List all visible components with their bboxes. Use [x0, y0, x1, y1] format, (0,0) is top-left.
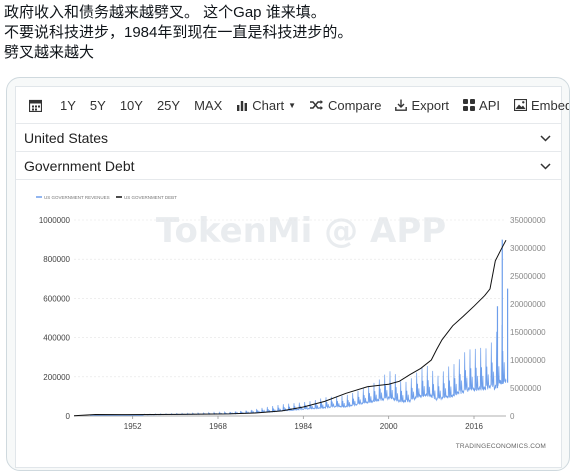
left-axis-tick-label: 1000000	[39, 216, 71, 225]
right-axis-tick-label: 15000000	[510, 328, 546, 337]
chart-type-button[interactable]: Chart ▼	[229, 87, 303, 123]
indicator-select[interactable]: Government Debt	[16, 152, 561, 180]
line-chart: TokenMi @ APP US GOVERNMENT REVENUES US GO…	[36, 195, 546, 450]
indicator-select-value: Government Debt	[24, 157, 135, 174]
x-axis-tick-label: 1984	[294, 422, 312, 431]
left-axis-tick-label: 400000	[43, 334, 70, 343]
country-select[interactable]: United States	[16, 124, 561, 152]
shuffle-icon	[309, 99, 324, 111]
x-axis-tick-label: 2000	[380, 422, 398, 431]
right-axis-tick-label: 25000000	[510, 272, 546, 281]
bar-chart-icon	[236, 99, 248, 111]
right-axis-tick-label: 20000000	[510, 300, 546, 309]
image-icon	[514, 99, 527, 111]
chevron-down-icon	[540, 159, 551, 173]
range-1y-button[interactable]: 1Y	[60, 97, 76, 113]
source-credit: TRADINGECONOMICS.COM	[456, 443, 546, 450]
chart-toolbar: 1Y 5Y 10Y 25Y MAX Chart ▼ Compare	[16, 87, 569, 124]
post-line-1: 政府收入和债务越来越劈叉。 这个Gap 谁来填。	[4, 4, 326, 21]
compare-label: Compare	[327, 97, 382, 113]
compare-button[interactable]: Compare	[303, 87, 388, 123]
right-axis-tick-label: 30000000	[510, 244, 546, 253]
chevron-down-icon	[540, 131, 551, 145]
chart-type-label: Chart	[252, 97, 285, 113]
left-axis-tick-label: 800000	[43, 255, 70, 264]
x-axis-tick-label: 2016	[465, 422, 483, 431]
tradingeconomics-screenshot: 1Y 5Y 10Y 25Y MAX Chart ▼ Compare	[15, 86, 569, 468]
x-axis-tick-label: 1952	[124, 422, 142, 431]
right-axis-tick-label: 5000000	[510, 384, 542, 393]
api-label: API	[479, 97, 500, 113]
range-25y-button[interactable]: 25Y	[156, 97, 181, 113]
calendar-icon	[29, 99, 42, 112]
post-line-2: 不要说科技进步，1984年到现在一直是科技进步的。	[4, 24, 353, 41]
range-5y-button[interactable]: 5Y	[89, 97, 106, 113]
calendar-button[interactable]	[22, 87, 53, 123]
export-button[interactable]: Export	[388, 87, 456, 123]
media-card[interactable]: 1Y 5Y 10Y 25Y MAX Chart ▼ Compare	[6, 77, 570, 471]
embed-label: Embed	[531, 97, 570, 113]
range-max-button[interactable]: MAX	[194, 97, 223, 113]
debt-series-line	[73, 239, 507, 417]
legend-entry: US GOVERNMENT DEBT	[124, 195, 177, 200]
right-axis-tick-label: 35000000	[510, 216, 546, 225]
embed-button[interactable]: Embed	[507, 87, 570, 123]
left-axis-tick-label: 600000	[43, 294, 70, 303]
grid-icon	[463, 99, 476, 111]
chart-area: TokenMi @ APP US GOVERNMENT REVENUES US GO…	[16, 182, 561, 467]
right-axis-tick-label: 10000000	[510, 356, 546, 365]
left-axis-tick-label: 200000	[43, 373, 70, 382]
country-select-value: United States	[24, 129, 109, 146]
post-text: 政府收入和债务越来越劈叉。 这个Gap 谁来填。 不要说科技进步，1984年到现…	[4, 3, 570, 63]
range-10y-button[interactable]: 10Y	[119, 97, 143, 113]
left-axis-tick-label: 0	[66, 412, 71, 421]
watermark-text: TokenMi @ APP	[156, 211, 446, 251]
post-line-3: 劈叉越来越大	[4, 44, 95, 61]
export-label: Export	[411, 97, 450, 113]
download-icon	[395, 99, 408, 111]
x-axis-tick-label: 1968	[209, 422, 227, 431]
right-axis-tick-label: 0	[510, 412, 515, 421]
caret-down-icon: ▼	[288, 100, 296, 110]
legend-entry: US GOVERNMENT REVENUES	[44, 195, 110, 200]
api-button[interactable]: API	[456, 87, 507, 123]
